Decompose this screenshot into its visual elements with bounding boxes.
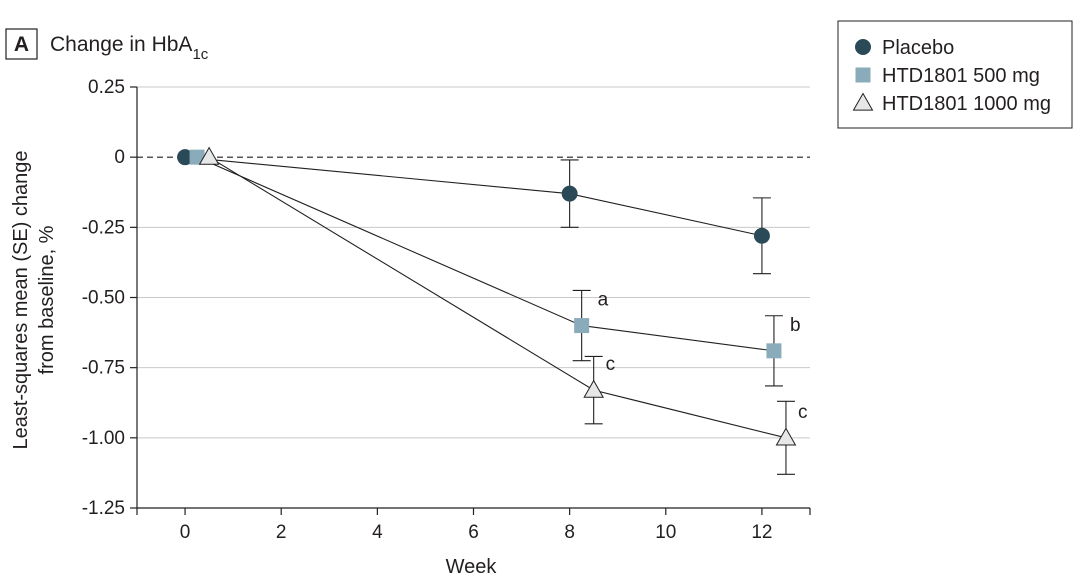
- y-tick-label: -0.25: [82, 217, 125, 238]
- data-point: [189, 149, 205, 165]
- legend-marker: [852, 92, 874, 111]
- data-point: [583, 379, 605, 398]
- legend: Placebo HTD1801 500 mg HTD1801 1000 mg: [837, 20, 1073, 129]
- x-tick-label: 6: [468, 522, 479, 543]
- gridlines: [137, 86, 810, 509]
- y-axis-ticks: 0.25 0 -0.25 -0.50 -0.75 -1.00 -1.25: [82, 77, 137, 519]
- data-point: [766, 343, 782, 359]
- legend-marker: [855, 67, 871, 83]
- significance-label: a: [598, 290, 609, 311]
- chart-title: Change in HbA1c: [50, 33, 209, 63]
- y-axis-title-line2: from baseline, %: [36, 225, 58, 374]
- x-tick-label: 8: [564, 522, 575, 543]
- y-tick-label: -1.00: [82, 428, 125, 449]
- data-point: [561, 185, 578, 202]
- legend-box: [837, 20, 1073, 129]
- x-tick-label: 10: [655, 522, 676, 543]
- data-point: [775, 427, 797, 446]
- chart-title-subscript: 1c: [192, 46, 208, 63]
- series-line: [185, 156, 763, 237]
- panel-letter: A: [14, 33, 29, 56]
- y-tick-label: 0.25: [88, 77, 125, 98]
- legend-label: HTD1801 500 mg: [882, 65, 1040, 87]
- x-axis-ticks: 0 2 4 6 8 10 12: [136, 508, 811, 543]
- significance-label: c: [606, 354, 616, 375]
- significance-label: c: [798, 402, 808, 423]
- y-tick-label: -0.50: [82, 288, 125, 309]
- legend-label: Placebo: [882, 37, 954, 59]
- y-tick-label: 0: [114, 147, 125, 168]
- x-tick-label: 2: [276, 522, 287, 543]
- y-tick-label: -0.75: [82, 358, 125, 379]
- data-point: [198, 146, 220, 165]
- x-tick-label: 12: [751, 522, 772, 543]
- x-axis-title: Week: [446, 556, 498, 578]
- x-tick-label: 4: [372, 522, 383, 543]
- x-tick-label: 0: [180, 522, 191, 543]
- y-axis-title-line1: Least-squares mean (SE) change: [10, 150, 32, 449]
- chart-title-main: Change in HbA: [50, 33, 192, 56]
- series-circle: [177, 149, 771, 275]
- data-point: [753, 227, 770, 244]
- series-square: ab: [189, 149, 801, 387]
- data-point: [574, 318, 590, 334]
- panel-letter-box: [5, 28, 38, 60]
- y-tick-label: -1.25: [82, 498, 125, 519]
- significance-label: b: [790, 315, 801, 336]
- series-triangle: cc: [198, 146, 808, 475]
- legend-label: HTD1801 1000 mg: [882, 93, 1051, 115]
- legend-marker: [855, 39, 871, 55]
